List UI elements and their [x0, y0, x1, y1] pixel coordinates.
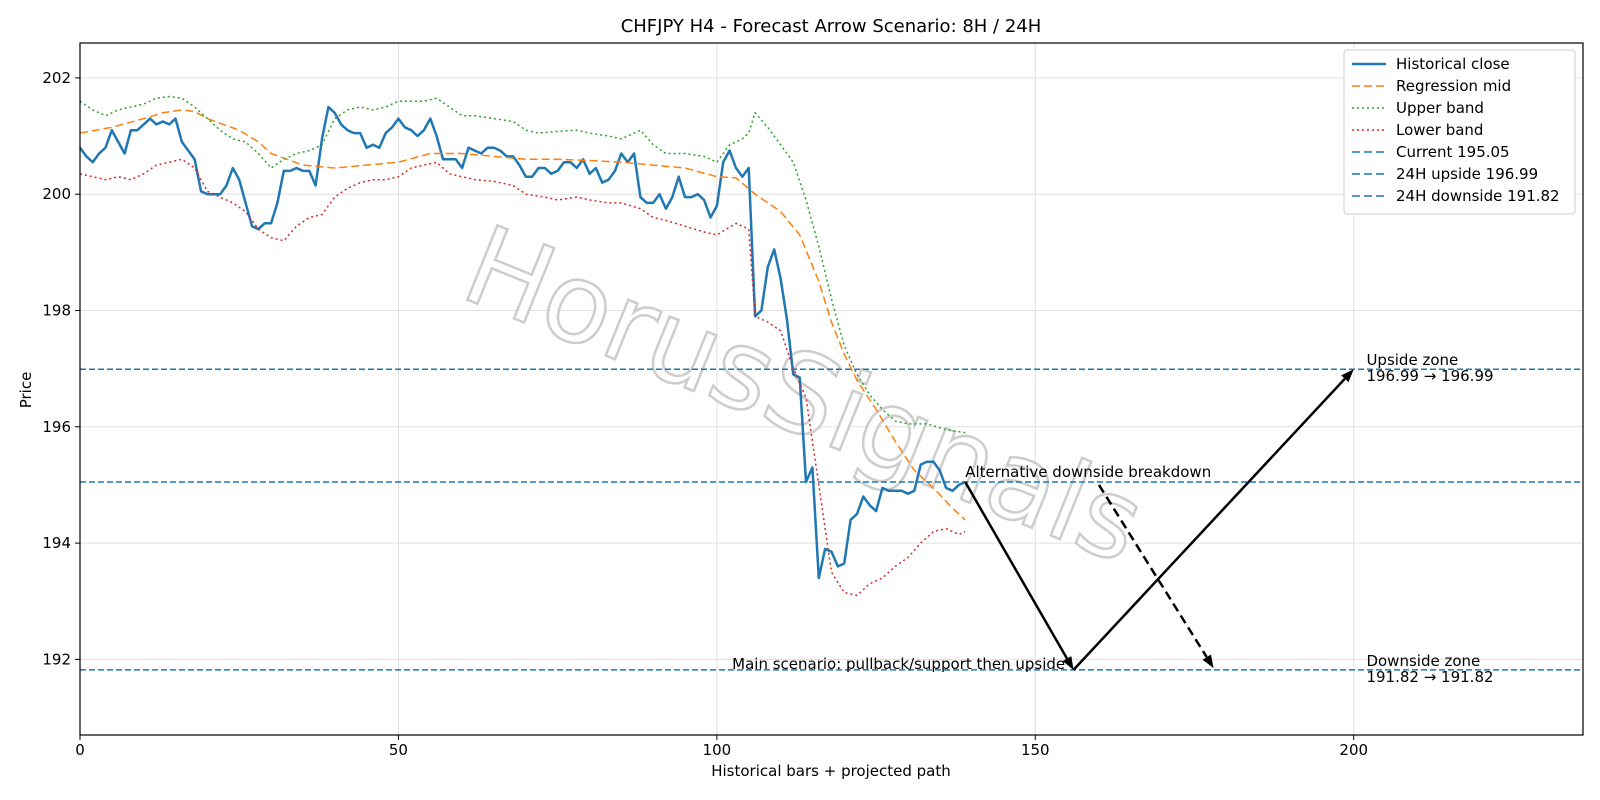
arrow-head	[1202, 654, 1214, 669]
plot-frame	[79, 42, 1584, 736]
series-line	[79, 95, 966, 434]
legend: Historical close Regression mid Upper band…	[1343, 49, 1576, 215]
annotations: Alternative downside breakdown Main scena…	[732, 351, 1493, 686]
legend-label: Current 195.05	[1396, 143, 1510, 161]
scenario-arrow	[964, 481, 1069, 660]
x-tick-label: 0	[75, 741, 85, 759]
arrow-head	[1062, 656, 1074, 670]
annotation-text: Downside zone	[1366, 652, 1480, 670]
y-tick-label: 194	[42, 534, 71, 552]
y-tick-label: 192	[42, 650, 71, 668]
grid-lines	[79, 43, 1583, 735]
legend-label: Regression mid	[1396, 77, 1511, 95]
y-tick-label: 198	[42, 301, 71, 319]
x-tick-label: 200	[1339, 741, 1368, 759]
annotation-text: 191.82 → 191.82	[1366, 668, 1493, 686]
scenario-arrows	[964, 369, 1354, 671]
y-tick-label: 200	[42, 185, 71, 203]
annotation-text: 196.99 → 196.99	[1366, 367, 1493, 385]
arrow-head	[1341, 369, 1354, 383]
y-tick-label: 196	[42, 418, 71, 436]
y-axis-label: Price	[17, 372, 35, 409]
legend-box	[1343, 49, 1576, 215]
axes: 0 50 100 150 200 192 194 196 198 200 202	[42, 42, 1584, 759]
y-tick-label: 202	[42, 69, 71, 87]
legend-label: 24H downside 191.82	[1396, 187, 1560, 205]
legend-label: 24H upside 196.99	[1396, 165, 1538, 183]
legend-label: Upper band	[1396, 99, 1484, 117]
annotation-text: Main scenario: pullback/support then ups…	[732, 655, 1065, 673]
scenario-arrow	[1072, 377, 1346, 671]
series-line	[79, 109, 966, 521]
annotation-text: Alternative downside breakdown	[965, 463, 1211, 481]
scenario-arrow	[1097, 484, 1208, 658]
x-axis-label: Historical bars + projected path	[711, 762, 951, 780]
reference-lines	[80, 368, 1583, 671]
x-tick-label: 150	[1021, 741, 1050, 759]
chart-title: CHFJPY H4 - Forecast Arrow Scenario: 8H …	[621, 16, 1042, 37]
x-tick-label: 100	[703, 741, 732, 759]
x-tick-label: 50	[389, 741, 408, 759]
series-line	[78, 105, 966, 580]
series-lines	[78, 95, 966, 597]
annotation-text: Upside zone	[1366, 351, 1458, 369]
legend-label: Historical close	[1396, 55, 1510, 73]
legend-label: Lower band	[1396, 121, 1483, 139]
